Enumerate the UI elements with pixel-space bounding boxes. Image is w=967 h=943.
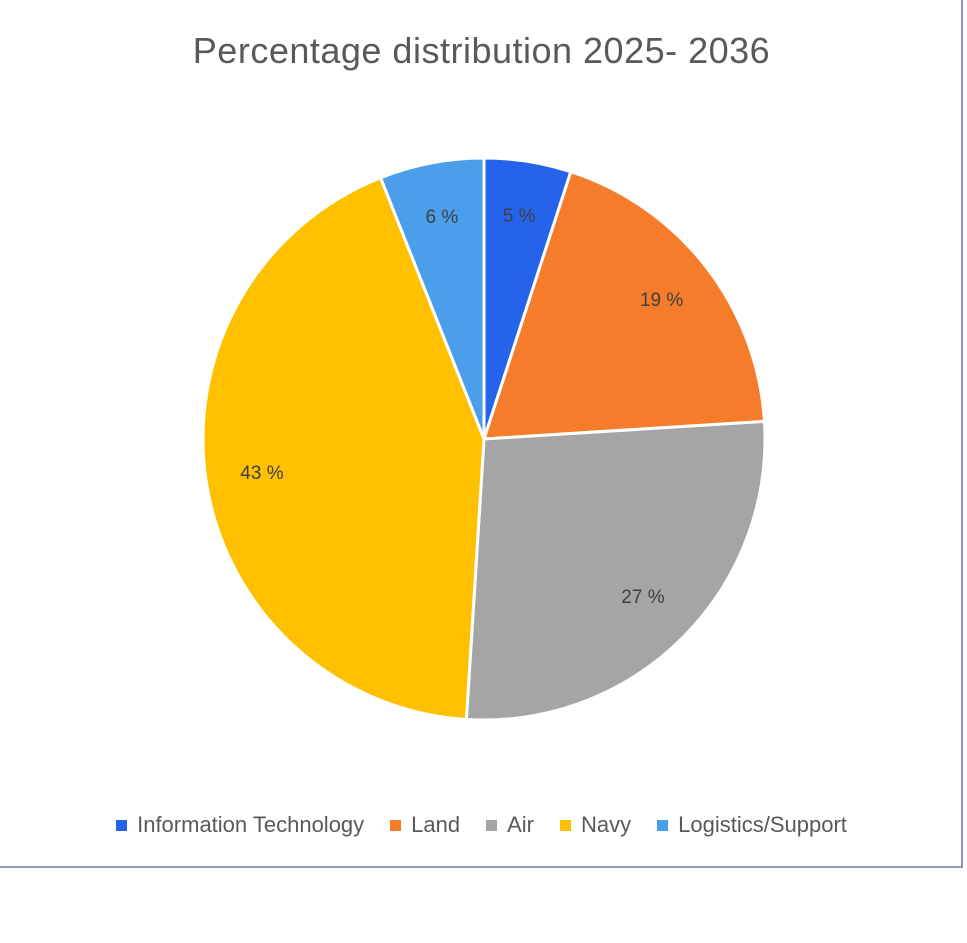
pie-slice-air [464, 419, 767, 722]
chart-frame: Percentage distribution 2025- 2036 5 % 19… [0, 0, 963, 868]
pie-slice-navy [201, 175, 486, 722]
legend-swatch [116, 819, 128, 831]
legend-swatch [486, 819, 498, 831]
pie-chart: 5 % 19 % 27 % 43 % 6 % [201, 156, 767, 722]
legend-item-navy: Navy [560, 812, 631, 838]
pie-slice-logistics-support [378, 156, 486, 440]
pie-slice-land [481, 169, 767, 441]
data-label-logistics-support: 6 % [426, 207, 459, 228]
legend-item-information-technology: Information Technology [116, 812, 364, 838]
legend-swatch [560, 819, 572, 831]
legend-label: Information Technology [137, 812, 365, 837]
legend-label: Logistics/Support [678, 812, 847, 837]
legend-label: Air [507, 812, 535, 837]
data-label-information-technology: 5 % [503, 206, 536, 227]
legend-swatch [390, 819, 402, 831]
data-label-land: 19 % [640, 290, 683, 311]
chart-legend: Information Technology Land Air Navy Logisti… [0, 812, 963, 838]
legend-label: Navy [581, 812, 632, 837]
legend-item-air: Air [486, 812, 534, 838]
chart-title: Percentage distribution 2025- 2036 [192, 30, 771, 71]
legend-label: Land [411, 812, 461, 837]
legend-item-land: Land [390, 812, 460, 838]
data-label-air: 27 % [621, 587, 664, 608]
legend-item-logistics-support: Logistics/Support [657, 812, 847, 838]
legend-swatch [657, 819, 669, 831]
data-label-navy: 43 % [240, 463, 283, 484]
